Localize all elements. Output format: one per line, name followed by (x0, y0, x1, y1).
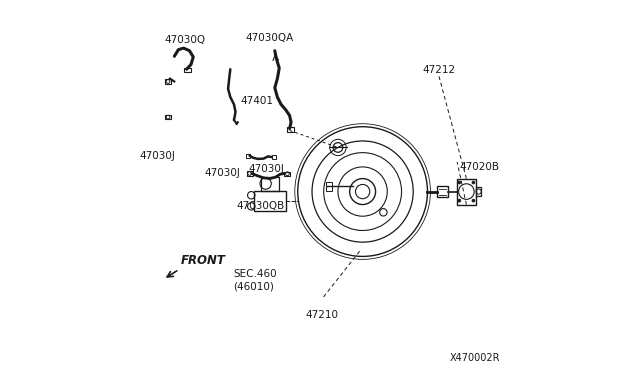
Text: 47030QA: 47030QA (246, 33, 294, 43)
Text: X470002R: X470002R (449, 353, 500, 363)
Text: 47020B: 47020B (459, 163, 499, 173)
Text: 47030J: 47030J (140, 151, 175, 161)
Bar (284, 171, 291, 176)
Text: 47030QB: 47030QB (237, 201, 285, 211)
Bar (272, 155, 276, 158)
Circle shape (472, 181, 475, 184)
Bar (246, 171, 253, 176)
Text: 47030J: 47030J (204, 168, 240, 178)
Bar (165, 115, 171, 119)
Bar (246, 154, 250, 158)
Bar (261, 177, 278, 190)
Text: 47212: 47212 (422, 65, 455, 75)
Text: 47030Q: 47030Q (164, 35, 205, 45)
Bar (184, 68, 191, 72)
Text: 47210: 47210 (305, 310, 339, 320)
Bar (165, 79, 171, 84)
Text: FRONT: FRONT (181, 254, 226, 267)
Bar (457, 179, 476, 205)
Text: 47030J: 47030J (249, 164, 285, 174)
Circle shape (472, 199, 475, 202)
Text: 47401: 47401 (240, 96, 273, 106)
Bar (326, 182, 332, 191)
Circle shape (458, 199, 461, 202)
Text: SEC.460
(46010): SEC.460 (46010) (233, 269, 276, 292)
Bar (436, 186, 448, 197)
Bar (476, 187, 481, 196)
Bar (254, 190, 285, 211)
Circle shape (458, 181, 461, 184)
Bar (287, 127, 294, 132)
